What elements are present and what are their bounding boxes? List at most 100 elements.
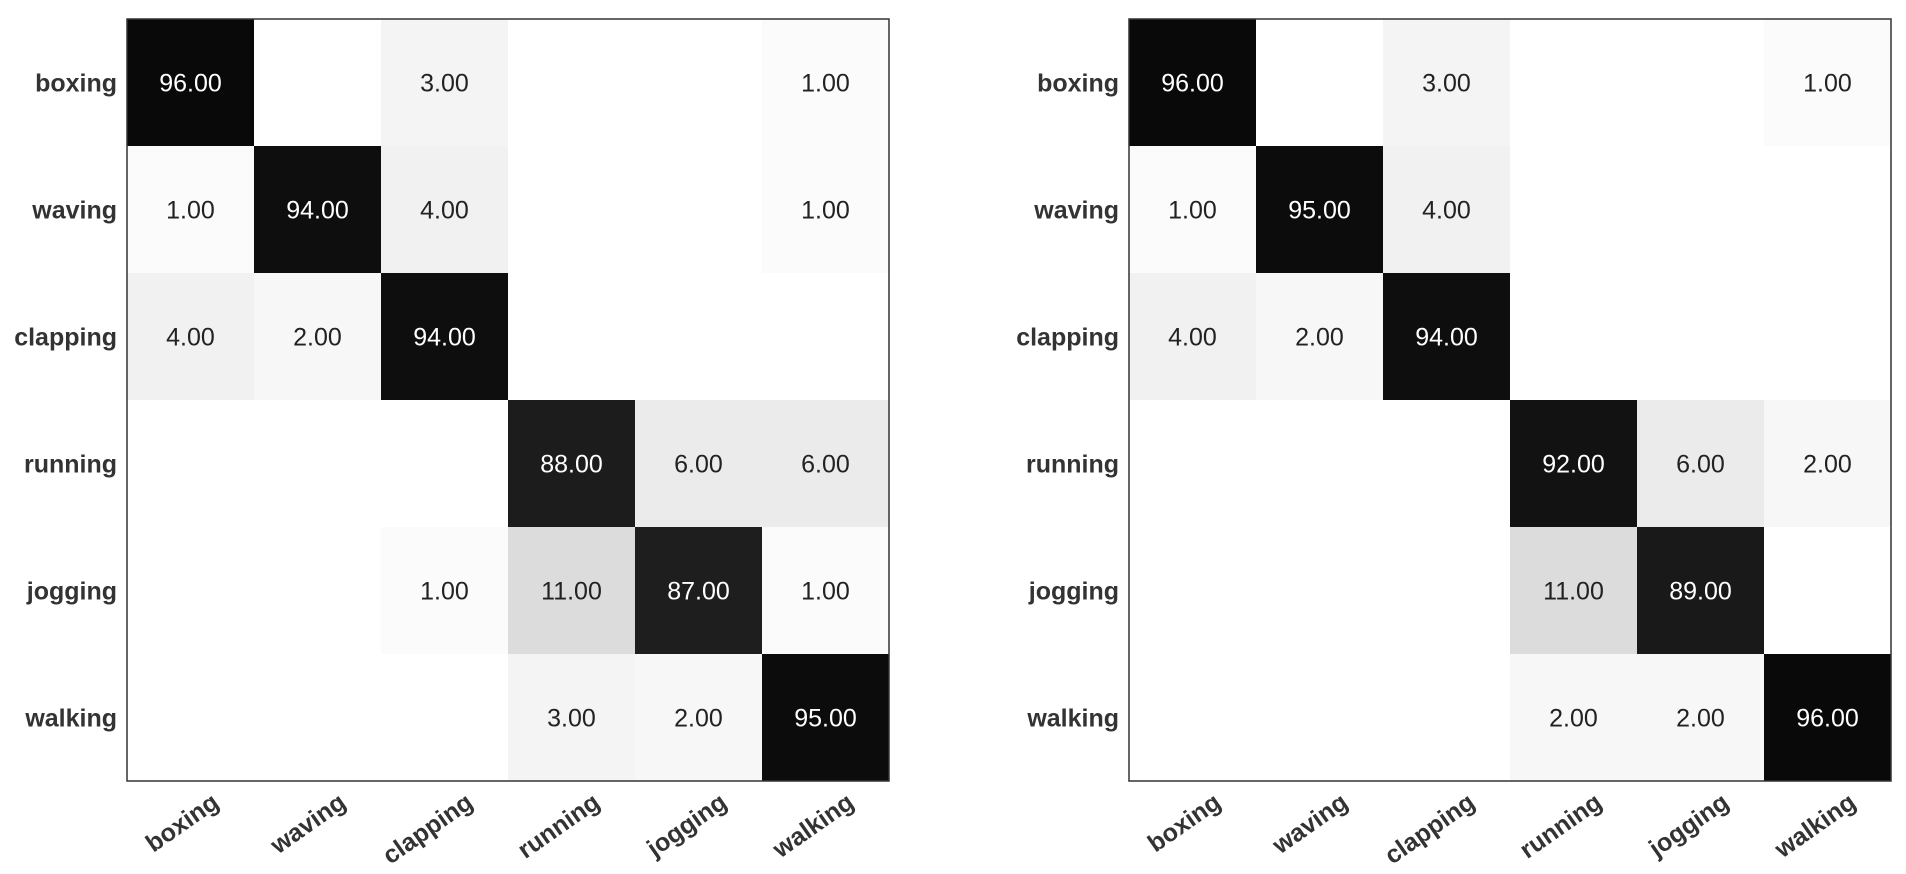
- heatmap-cell: [127, 146, 255, 274]
- row-label: jogging: [1028, 578, 1119, 606]
- column-label: boxing: [1143, 788, 1226, 858]
- heatmap-cell: [254, 146, 382, 274]
- cell-value-label: 94.00: [413, 324, 476, 352]
- heatmap-cell: [635, 273, 763, 401]
- row-label: jogging: [26, 578, 117, 606]
- heatmap-cell: [1764, 527, 1892, 655]
- column-label: walking: [1769, 788, 1861, 864]
- row-label: running: [24, 451, 117, 479]
- heatmap-cell: [1637, 273, 1765, 401]
- cell-value-label: 4.00: [420, 197, 469, 225]
- heatmap-cell: [1129, 146, 1257, 274]
- cell-value-label: 94.00: [286, 197, 349, 225]
- heatmap-cell: [1256, 400, 1384, 528]
- cell-value-label: 11.00: [541, 578, 602, 606]
- heatmap-cell: [1256, 654, 1384, 782]
- row-label: running: [1026, 451, 1119, 479]
- confusion-matrix-right: 96.00 3.00 1.00 1.00 95.00 4.00 4.00 2.00 94.00 9…: [1016, 18, 1892, 870]
- heatmap-cell: [127, 273, 255, 401]
- cell-value-label: 96.00: [1796, 705, 1859, 733]
- heatmap-cell: [508, 527, 636, 655]
- heatmap-cell: [1129, 273, 1257, 401]
- column-label: clapping: [378, 788, 478, 870]
- heatmap-cell: [127, 400, 255, 528]
- confusion-matrix-left: 96.00 3.00 1.00 1.00 94.00 4.00 1.00 4.00 2.00 94…: [14, 18, 890, 870]
- cell-value-label: 87.00: [667, 578, 730, 606]
- cell-value-label: 11.00: [1543, 578, 1604, 606]
- heatmap-cell: [127, 654, 255, 782]
- heatmap-cell: [381, 527, 509, 655]
- row-label: clapping: [14, 324, 117, 352]
- heatmap-cell: [635, 19, 763, 147]
- cell-value-label: 1.00: [166, 197, 215, 225]
- heatmap-cell: [635, 654, 763, 782]
- heatmap-cell: [254, 400, 382, 528]
- heatmap-cell: [254, 654, 382, 782]
- heatmap-cell: [1510, 654, 1638, 782]
- row-label: boxing: [35, 70, 117, 98]
- column-label: clapping: [1380, 788, 1480, 870]
- heatmap-cell: [508, 146, 636, 274]
- cell-value-label: 1.00: [1803, 70, 1852, 98]
- heatmap-cell: [381, 400, 509, 528]
- heatmap-cell: [762, 146, 890, 274]
- cell-value-label: 4.00: [1168, 324, 1217, 352]
- heatmap-cell: [1637, 400, 1765, 528]
- heatmap-cell: [1510, 19, 1638, 147]
- cell-value-label: 2.00: [1803, 451, 1852, 479]
- matrix-frame: [126, 18, 890, 782]
- heatmap-cell: [1637, 654, 1765, 782]
- heatmap-cell: [1764, 273, 1892, 401]
- heatmap-cell: [127, 527, 255, 655]
- cell-value-label: 2.00: [1295, 324, 1344, 352]
- heatmap-cell: [1764, 654, 1892, 782]
- heatmap-cell: [1764, 146, 1892, 274]
- heatmap-cell: [1383, 146, 1511, 274]
- cell-value-label: 4.00: [1422, 197, 1471, 225]
- heatmap-cell: [254, 273, 382, 401]
- heatmap-cell: [1256, 146, 1384, 274]
- cell-value-label: 2.00: [674, 705, 723, 733]
- heatmap-cell: [1510, 400, 1638, 528]
- heatmap-cell: [508, 273, 636, 401]
- heatmap-cell: [508, 654, 636, 782]
- cell-value-label: 89.00: [1669, 578, 1732, 606]
- column-label: walking: [767, 788, 859, 864]
- cell-value-label: 94.00: [1415, 324, 1478, 352]
- heatmap-cell: [762, 527, 890, 655]
- column-label: running: [513, 788, 605, 864]
- cell-value-label: 4.00: [166, 324, 215, 352]
- cell-value-label: 96.00: [1161, 70, 1224, 98]
- heatmap-cell: [1764, 19, 1892, 147]
- cell-value-label: 6.00: [1676, 451, 1725, 479]
- heatmap-cell: [1129, 527, 1257, 655]
- heatmap-cell: [1510, 527, 1638, 655]
- heatmap-cell: [635, 146, 763, 274]
- cell-value-label: 2.00: [1676, 705, 1725, 733]
- heatmap-cell: [1129, 654, 1257, 782]
- heatmap-cell: [1383, 527, 1511, 655]
- heatmap-cell: [1637, 527, 1765, 655]
- heatmap-cell: [1129, 19, 1257, 147]
- heatmap-cell: [1510, 146, 1638, 274]
- column-label: jogging: [641, 788, 732, 863]
- cell-value-label: 88.00: [540, 451, 603, 479]
- heatmap-cell: [1256, 19, 1384, 147]
- heatmap-cell: [1383, 654, 1511, 782]
- cell-value-label: 2.00: [293, 324, 342, 352]
- heatmap-cell: [1383, 19, 1511, 147]
- heatmap-cell: [508, 400, 636, 528]
- row-label: walking: [1026, 705, 1119, 733]
- heatmap-cell: [1256, 527, 1384, 655]
- heatmap-cell: [1383, 400, 1511, 528]
- heatmap-cell: [1637, 146, 1765, 274]
- cell-value-label: 96.00: [159, 70, 222, 98]
- cell-value-label: 95.00: [794, 705, 857, 733]
- row-label: clapping: [1016, 324, 1119, 352]
- heatmap-cell: [254, 19, 382, 147]
- heatmap-cell: [1764, 400, 1892, 528]
- heatmap-cell: [381, 19, 509, 147]
- heatmap-cell: [635, 400, 763, 528]
- heatmap-cell: [762, 654, 890, 782]
